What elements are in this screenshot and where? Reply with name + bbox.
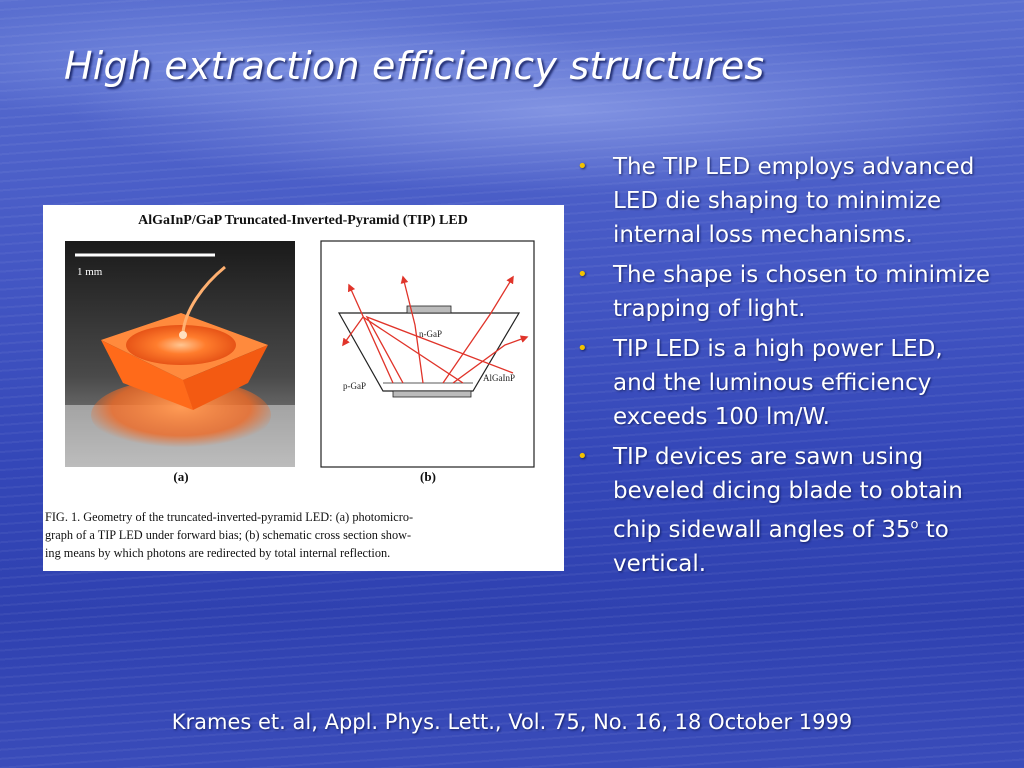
bullet-item: • TIP LED is a high power LED, and the l… bbox=[572, 332, 992, 434]
tip-led-figure: AlGaInP/GaP Truncated-Inverted-Pyramid (… bbox=[43, 205, 564, 571]
bullet-item: • The TIP LED employs advanced LED die s… bbox=[572, 150, 992, 252]
bullet-list: • The TIP LED employs advanced LED die s… bbox=[572, 150, 992, 587]
panel-b-label: (b) bbox=[420, 469, 436, 484]
photon-rays bbox=[342, 275, 529, 384]
bullet-text: TIP LED is a high power LED, and the lum… bbox=[613, 336, 943, 430]
top-contact bbox=[406, 305, 452, 314]
bullet-item: • TIP devices are sawn using beveled dic… bbox=[572, 440, 992, 581]
panel-b-schematic: n-GaP p-GaP AlGaInP bbox=[320, 240, 535, 468]
figure-caption-line-3: ing means by which photons are redirecte… bbox=[45, 546, 390, 560]
figure-svg: AlGaInP/GaP Truncated-Inverted-Pyramid (… bbox=[45, 213, 535, 560]
figure-caption-line-2: graph of a TIP LED under forward bias; (… bbox=[45, 528, 411, 542]
bullet-text: The shape is chosen to minimize trapping… bbox=[613, 262, 990, 322]
scale-label: 1 mm bbox=[77, 266, 103, 278]
citation: Krames et. al, Appl. Phys. Lett., Vol. 7… bbox=[171, 710, 853, 734]
bullet-text: The TIP LED employs advanced LED die sha… bbox=[613, 154, 975, 248]
bullet-dot-icon: • bbox=[577, 264, 588, 285]
bullet-dot-icon: • bbox=[577, 156, 588, 177]
tip-die-outline bbox=[337, 312, 521, 392]
bullet-item: • The shape is chosen to minimize trappi… bbox=[572, 258, 992, 326]
bottom-contact bbox=[392, 390, 472, 398]
panel-a-label: (a) bbox=[173, 469, 188, 484]
degree-superscript: o bbox=[910, 517, 919, 532]
figure-heading: AlGaInP/GaP Truncated-Inverted-Pyramid (… bbox=[138, 213, 468, 228]
label-p-gap: p-GaP bbox=[343, 381, 366, 391]
panel-a-photo: 1 mm bbox=[65, 241, 295, 467]
slide-title: High extraction efficiency structures bbox=[64, 44, 765, 88]
bullet-dot-icon: • bbox=[577, 338, 588, 359]
bullet-text: TIP devices are sawn using beveled dicin… bbox=[613, 444, 963, 577]
figure-caption-line-1: FIG. 1. Geometry of the truncated-invert… bbox=[45, 510, 413, 524]
label-n-gap: n-GaP bbox=[419, 329, 442, 339]
label-algainp: AlGaInP bbox=[483, 373, 515, 383]
bullet-dot-icon: • bbox=[577, 446, 588, 467]
bullet-text-after: to vertical. bbox=[613, 516, 949, 577]
bullet-text-before: TIP devices are sawn using beveled dicin… bbox=[613, 444, 963, 543]
